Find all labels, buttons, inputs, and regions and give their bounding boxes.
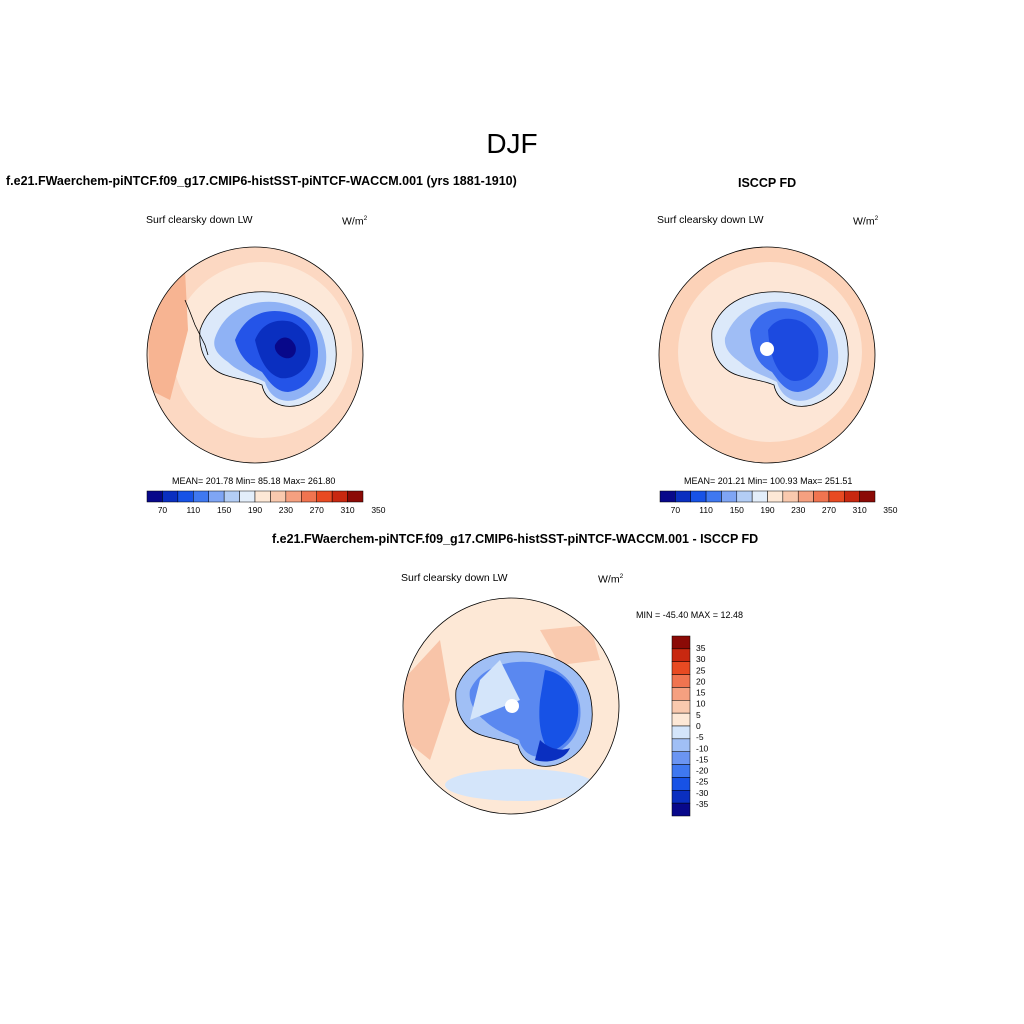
panel-model-colorbar-label: 190 [248, 505, 262, 515]
panel-diff-colorbar-swatch [671, 751, 691, 765]
panel-diff-colorbar-swatch [671, 674, 691, 688]
panel-diff-colorbar-label: 30 [696, 654, 706, 664]
figure-title: DJF [486, 128, 538, 159]
panel-obs-colorbar-label: 310 [853, 505, 867, 515]
panel-obs-colorbar-label: 110 [699, 505, 713, 515]
panel-obs-colorbar-swatch [721, 490, 738, 503]
panel-model-map [147, 247, 363, 463]
panel-diff-colorbar-swatch [671, 725, 691, 740]
panel-model-header: f.e21.FWaerchem-piNTCF.f09_g17.CMIP6-his… [6, 174, 517, 188]
panel-diff-colorbar-label: 20 [696, 676, 706, 686]
panel-model-colorbar-label: 70 [158, 505, 168, 515]
panel-model-colorbar-swatch [223, 490, 240, 503]
panel-model-colorbar-label: 350 [371, 505, 385, 515]
panel-obs-colorbar-swatch [751, 490, 768, 503]
panel-diff-header: f.e21.FWaerchem-piNTCF.f09_g17.CMIP6-his… [272, 532, 759, 546]
panel-diff-colorbar-swatch [671, 802, 691, 817]
panel-model-colorbar: 70 110 150 190 230 270 310 350 [146, 490, 386, 515]
panel-diff-colorbar-label: -15 [696, 754, 709, 764]
panel-model-colorbar-swatch [331, 490, 348, 503]
panel-model-colorbar-swatch [239, 490, 256, 503]
panel-model-colorbar-swatch [177, 490, 194, 503]
panel-model-colorbar-swatch [193, 490, 209, 503]
panel-obs-colorbar-swatch [736, 490, 753, 503]
panel-model-colorbar-swatch [270, 490, 287, 503]
panel-obs-stats: MEAN= 201.21 Min= 100.93 Max= 251.51 [684, 476, 853, 486]
panel-obs-colorbar-swatch [782, 490, 799, 503]
panel-diff-map [403, 598, 619, 814]
panel-obs-colorbar: 70 110 150 190 230 270 310 350 [659, 490, 898, 515]
panel-obs-colorbar-label: 150 [730, 505, 744, 515]
panel-model-colorbar-swatch [162, 490, 179, 503]
panel-model-colorbar-swatch [254, 490, 271, 503]
panel-model-colorbar-swatch [301, 490, 317, 503]
panel-model-colorbar-swatch [316, 490, 333, 503]
panel-obs-colorbar-swatch [797, 490, 814, 503]
panel-model-colorbar-swatch [208, 490, 225, 503]
panel-model-colorbar-label: 150 [217, 505, 231, 515]
panel-model-colorbar-swatch [347, 490, 364, 503]
panel-diff-colorbar-swatch [671, 687, 691, 701]
panel-model-colorbar-swatch [146, 490, 163, 503]
panel-obs-colorbar-swatch [859, 490, 876, 503]
panel-diff-colorbar-label: -10 [696, 743, 709, 753]
panel-diff-colorbar-swatch [671, 790, 691, 804]
panel-obs-colorbar-swatch [844, 490, 860, 503]
panel-diff-colorbar-swatch [671, 738, 691, 752]
panel-model-variable: Surf clearsky down LW [146, 214, 253, 226]
panel-diff-units: W/m2 [598, 573, 624, 586]
panel-obs-variable: Surf clearsky down LW [657, 214, 764, 226]
panel-diff-colorbar-swatch [671, 764, 691, 778]
panel-obs-colorbar-swatch [675, 490, 691, 503]
panel-obs-colorbar-label: 350 [883, 505, 897, 515]
panel-diff-colorbar-label: -30 [696, 788, 709, 798]
panel-obs-colorbar-label: 230 [791, 505, 805, 515]
panel-diff-colorbar-swatch [671, 661, 691, 675]
panel-diff-colorbar-label: 0 [696, 721, 701, 731]
panel-diff-colorbar-label: -20 [696, 766, 709, 776]
panel-diff-colorbar-swatch [671, 777, 691, 791]
panel-diff-colorbar-label: 5 [696, 710, 701, 720]
panel-model-colorbar-label: 110 [187, 505, 201, 515]
panel-model-colorbar-swatch [285, 490, 302, 503]
panel-diff-colorbar-label: 15 [696, 688, 706, 698]
panel-obs-colorbar-label: 70 [671, 505, 681, 515]
panel-obs-map [659, 247, 875, 463]
panel-diff-colorbar-label: 35 [696, 643, 706, 653]
panel-diff-colorbar-label: -35 [696, 799, 709, 809]
panel-obs-colorbar-swatch [813, 490, 830, 503]
panel-obs-colorbar-swatch [828, 490, 845, 503]
panel-diff-colorbar-label: -25 [696, 777, 709, 787]
panel-obs-colorbar-swatch [767, 490, 784, 503]
panel-diff-colorbar-swatch [671, 635, 691, 650]
panel-diff-colorbar-label: 10 [696, 699, 706, 709]
panel-model-stats: MEAN= 201.78 Min= 85.18 Max= 261.80 [172, 476, 336, 486]
panel-model-units: W/m2 [342, 215, 368, 228]
panel-obs-header: ISCCP FD [738, 176, 797, 190]
panel-diff-colorbar-label: 25 [696, 665, 706, 675]
panel-diff-stats: MIN = -45.40 MAX = 12.48 [636, 610, 744, 620]
panel-model-colorbar-label: 230 [279, 505, 293, 515]
panel-diff-colorbar-label: -5 [696, 732, 704, 742]
panel-obs-colorbar-swatch [690, 490, 707, 503]
panel-obs-colorbar-swatch [659, 490, 676, 503]
panel-model-colorbar-label: 310 [340, 505, 354, 515]
panel-obs-colorbar-label: 270 [822, 505, 836, 515]
panel-diff-variable: Surf clearsky down LW [401, 572, 508, 584]
panel-diff-colorbar-swatch [671, 700, 691, 714]
panel-obs-units: W/m2 [853, 215, 879, 228]
panel-obs-colorbar-label: 190 [760, 505, 774, 515]
panel-obs-colorbar-swatch [705, 490, 722, 503]
panel-diff-colorbar-swatch [671, 712, 691, 727]
panel-model-colorbar-label: 270 [310, 505, 324, 515]
panel-diff-colorbar-swatch [671, 648, 691, 662]
